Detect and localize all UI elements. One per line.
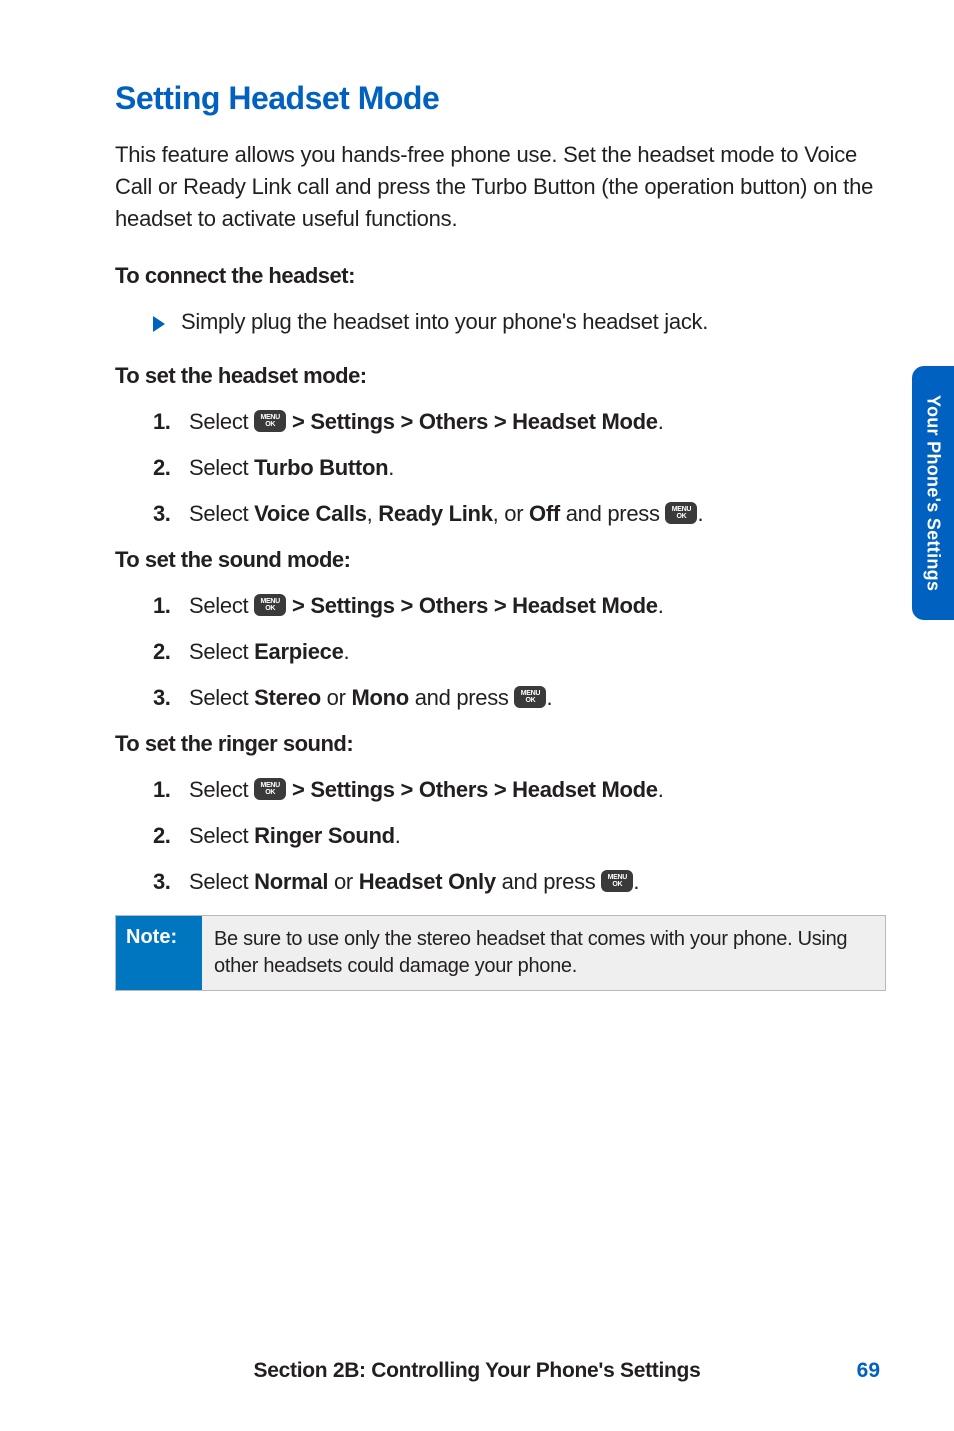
menu-ok-icon: MENUOK: [665, 502, 697, 524]
headset-mode-heading: To set the headset mode:: [115, 363, 886, 389]
sep: , or: [493, 501, 529, 526]
connect-block: To connect the headset: Simply plug the …: [115, 263, 886, 335]
text: Select: [189, 409, 254, 434]
connect-heading: To connect the headset:: [115, 263, 886, 289]
note-label: Note:: [116, 916, 202, 990]
menu-ok-label: MENUOK: [260, 414, 279, 428]
menu-ok-label: MENUOK: [260, 598, 279, 612]
step-text: Select MENUOK > Settings > Others > Head…: [189, 409, 664, 435]
menu-ok-icon: MENUOK: [254, 778, 286, 800]
sep: ,: [367, 501, 379, 526]
period: .: [633, 869, 639, 894]
menu-ok-label: MENUOK: [608, 874, 627, 888]
text: Select: [189, 869, 254, 894]
side-tab: Your Phone's Settings: [912, 366, 954, 620]
item: Ringer Sound: [254, 823, 395, 848]
footer-text: Section 2B: Controlling Your Phone's Set…: [254, 1359, 701, 1382]
menu-ok-label: MENUOK: [521, 690, 540, 704]
triangle-icon: [153, 316, 165, 332]
hm-step-1: 1. Select MENUOK > Settings > Others > H…: [153, 409, 886, 435]
intro-paragraph: This feature allows you hands-free phone…: [115, 139, 886, 235]
sound-mode-block: To set the sound mode: 1. Select MENUOK …: [115, 547, 886, 711]
period: .: [697, 501, 703, 526]
sm-step-1: 1. Select MENUOK > Settings > Others > H…: [153, 593, 886, 619]
period: .: [395, 823, 401, 848]
tail: and press: [560, 501, 666, 526]
period: .: [344, 639, 350, 664]
step-text: Select Turbo Button.: [189, 455, 394, 481]
opt-a: Stereo: [254, 685, 321, 710]
ringer-block: To set the ringer sound: 1. Select MENUO…: [115, 731, 886, 895]
period: .: [658, 777, 664, 802]
step-num: 3.: [153, 869, 189, 895]
step-text: Select MENUOK > Settings > Others > Head…: [189, 593, 664, 619]
step-num: 2.: [153, 639, 189, 665]
item: Turbo Button: [254, 455, 388, 480]
period: .: [546, 685, 552, 710]
period: .: [658, 409, 664, 434]
opt-b: Mono: [351, 685, 408, 710]
step-num: 1.: [153, 409, 189, 435]
page: Setting Headset Mode This feature allows…: [0, 0, 954, 1431]
menu-ok-label: MENUOK: [260, 782, 279, 796]
opt-a: Voice Calls: [254, 501, 366, 526]
text: Select: [189, 639, 254, 664]
period: .: [658, 593, 664, 618]
sm-step-2: 2. Select Earpiece.: [153, 639, 886, 665]
note-body: Be sure to use only the stereo headset t…: [202, 916, 885, 990]
menu-ok-icon: MENUOK: [254, 410, 286, 432]
step-num: 3.: [153, 501, 189, 527]
sep: or: [328, 869, 359, 894]
sound-mode-heading: To set the sound mode:: [115, 547, 886, 573]
rg-step-2: 2. Select Ringer Sound.: [153, 823, 886, 849]
hm-step-3: 3. Select Voice Calls, Ready Link, or Of…: [153, 501, 886, 527]
text: Select: [189, 501, 254, 526]
step-text: Select Stereo or Mono and press MENUOK.: [189, 685, 552, 711]
opt-a: Normal: [254, 869, 328, 894]
hm-step-2: 2. Select Turbo Button.: [153, 455, 886, 481]
step-text: Select Normal or Headset Only and press …: [189, 869, 639, 895]
opt-b: Ready Link: [378, 501, 492, 526]
menu-ok-label: MENUOK: [672, 506, 691, 520]
tail: and press: [496, 869, 602, 894]
menu-ok-icon: MENUOK: [514, 686, 546, 708]
step-num: 1.: [153, 593, 189, 619]
text: Select: [189, 593, 254, 618]
tail: and press: [409, 685, 515, 710]
step-text: Select Ringer Sound.: [189, 823, 401, 849]
item: Earpiece: [254, 639, 343, 664]
headset-mode-block: To set the headset mode: 1. Select MENUO…: [115, 363, 886, 527]
step-num: 1.: [153, 777, 189, 803]
path: > Settings > Others > Headset Mode: [286, 409, 658, 434]
sm-step-3: 3. Select Stereo or Mono and press MENUO…: [153, 685, 886, 711]
path: > Settings > Others > Headset Mode: [286, 593, 658, 618]
text: Select: [189, 823, 254, 848]
footer: Section 2B: Controlling Your Phone's Set…: [0, 1359, 954, 1383]
rg-step-1: 1. Select MENUOK > Settings > Others > H…: [153, 777, 886, 803]
page-number: 69: [857, 1359, 880, 1383]
path: > Settings > Others > Headset Mode: [286, 777, 658, 802]
text: Select: [189, 777, 254, 802]
text: Select: [189, 455, 254, 480]
step-num: 2.: [153, 455, 189, 481]
step-text: Select Voice Calls, Ready Link, or Off a…: [189, 501, 703, 527]
step-text: Select Earpiece.: [189, 639, 349, 665]
connect-bullet: Simply plug the headset into your phone'…: [153, 309, 886, 335]
step-text: Select MENUOK > Settings > Others > Head…: [189, 777, 664, 803]
ringer-heading: To set the ringer sound:: [115, 731, 886, 757]
step-num: 2.: [153, 823, 189, 849]
text: Select: [189, 685, 254, 710]
rg-step-3: 3. Select Normal or Headset Only and pre…: [153, 869, 886, 895]
step-num: 3.: [153, 685, 189, 711]
connect-bullet-text: Simply plug the headset into your phone'…: [181, 309, 708, 335]
sep: or: [321, 685, 352, 710]
period: .: [388, 455, 394, 480]
opt-b: Headset Only: [359, 869, 496, 894]
opt-c: Off: [529, 501, 560, 526]
menu-ok-icon: MENUOK: [254, 594, 286, 616]
section-title: Setting Headset Mode: [115, 80, 886, 117]
menu-ok-icon: MENUOK: [601, 870, 633, 892]
note-box: Note: Be sure to use only the stereo hea…: [115, 915, 886, 991]
side-tab-label: Your Phone's Settings: [923, 395, 944, 591]
